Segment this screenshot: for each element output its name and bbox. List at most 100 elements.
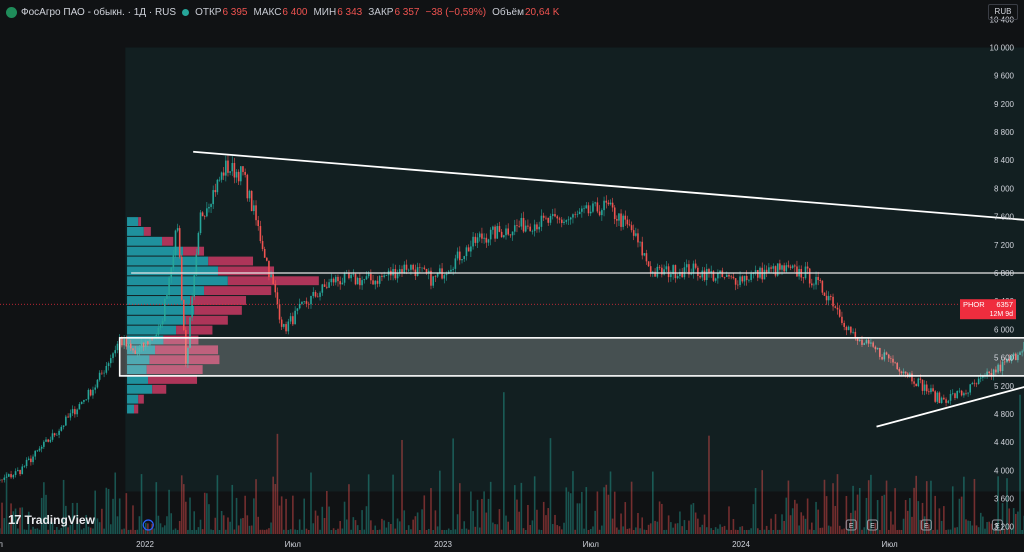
candle-body xyxy=(23,466,26,467)
candle-body xyxy=(47,439,49,442)
candle-body xyxy=(879,347,881,357)
volume-bar xyxy=(280,496,283,534)
volume-bar xyxy=(332,528,335,534)
volume-profile-up-bar xyxy=(127,365,147,374)
volume-bar xyxy=(1012,508,1015,534)
volume-profile-down-bar xyxy=(152,384,167,394)
volume-bar xyxy=(789,515,792,534)
support-zone-rectangle xyxy=(118,337,1024,377)
volume-bar xyxy=(98,522,101,534)
earnings-marker-icon xyxy=(920,519,932,531)
candle-body xyxy=(301,301,303,304)
volume-bar xyxy=(806,498,809,534)
event-markers[interactable]: EEEEEEEE xyxy=(142,519,1024,531)
volume-bar xyxy=(345,519,348,534)
candle-body xyxy=(45,439,47,442)
candle-body xyxy=(845,326,848,331)
price-axis-label: 4 000 xyxy=(994,466,1015,475)
price-axis-label: 9 600 xyxy=(994,72,1015,81)
time-axis-label: 2024 xyxy=(732,540,750,549)
candle-body xyxy=(772,266,775,269)
candle-body xyxy=(427,270,430,274)
volume-label: Объём xyxy=(492,6,524,18)
volume-bar xyxy=(427,528,430,534)
candle-body xyxy=(654,271,656,277)
volume-bar xyxy=(992,528,995,534)
candle-body xyxy=(549,215,552,223)
volume-bar xyxy=(808,529,811,534)
volume-bar xyxy=(423,495,426,534)
candle-body xyxy=(40,446,43,449)
symbol-title[interactable]: ФосАгро ПАО - обыкн. · 1Д · RUS xyxy=(21,6,177,18)
volume-bar xyxy=(830,526,832,534)
volume-bar xyxy=(813,529,815,534)
time-axis[interactable]: Июл2022Июл2023Июл2024Июл2025Июл2026Июл xyxy=(0,540,1024,549)
volume-bar xyxy=(220,510,223,534)
volume-profile-down-bar xyxy=(194,305,242,315)
candle-body xyxy=(32,456,34,463)
volume-bar xyxy=(982,516,984,534)
volume-bar xyxy=(292,495,294,534)
volume-bar xyxy=(551,524,554,534)
volume-bar xyxy=(1017,511,1019,534)
volume-profile-down-bar xyxy=(162,236,174,246)
volume-bar xyxy=(1010,528,1013,534)
volume-bar xyxy=(481,498,483,534)
volume-bar xyxy=(218,529,221,534)
volume-bar xyxy=(201,529,204,534)
volume-bar xyxy=(938,508,941,534)
candle-body xyxy=(811,283,813,286)
volume-bar xyxy=(176,529,179,534)
measure-range-box xyxy=(125,47,1024,492)
symbol-header[interactable]: ФосАгро ПАО - обыкн. · 1Д · RUS ОТКР 6 39… xyxy=(6,4,565,20)
tradingview-wordmark: TradingView xyxy=(24,512,95,527)
volume-bar xyxy=(932,529,934,534)
volume-bar xyxy=(372,529,374,534)
candle-body xyxy=(863,343,866,345)
candle-body xyxy=(83,399,85,402)
volume-bar xyxy=(536,509,538,534)
volume-bar xyxy=(609,471,612,534)
candle-body xyxy=(1012,353,1015,356)
candle-body xyxy=(732,276,735,279)
candle-body xyxy=(556,216,559,219)
volume-bar xyxy=(323,518,326,534)
volume-bar xyxy=(714,527,717,534)
volume-bar xyxy=(396,518,399,534)
candle-body xyxy=(507,228,510,235)
volume-bar xyxy=(21,507,24,534)
candle-body xyxy=(522,217,525,232)
candle-body xyxy=(285,324,287,332)
currency-button[interactable]: RUB xyxy=(988,4,1018,20)
candle-body xyxy=(509,234,512,236)
candle-body xyxy=(467,247,470,252)
volume-bar xyxy=(598,529,601,534)
volume-bar xyxy=(817,509,819,534)
volume-bar xyxy=(732,519,735,534)
candle-body xyxy=(892,358,894,363)
candle-body xyxy=(622,215,624,227)
volume-bar xyxy=(87,526,90,534)
volume-bar xyxy=(768,529,770,534)
volume-bar xyxy=(7,523,10,534)
volume-bar xyxy=(658,501,661,534)
volume-bar xyxy=(370,520,372,534)
volume-bar xyxy=(365,506,368,534)
drawings[interactable] xyxy=(0,150,1024,428)
candle-body xyxy=(138,347,141,352)
candle-body xyxy=(697,267,699,276)
volume-bar xyxy=(43,482,45,534)
tradingview-logo[interactable]: 17 TradingView xyxy=(8,512,95,527)
candle-body xyxy=(363,279,366,281)
volume-bar xyxy=(105,487,108,534)
candle-body xyxy=(925,384,928,392)
volume-profile-up-bar xyxy=(127,226,144,236)
volume-bar xyxy=(683,520,686,534)
candle-body xyxy=(5,476,8,478)
candle-body xyxy=(470,246,472,252)
candle-body xyxy=(802,277,805,279)
candle-body xyxy=(296,308,299,311)
volume-bar xyxy=(458,483,461,534)
volume-bar xyxy=(101,508,103,534)
